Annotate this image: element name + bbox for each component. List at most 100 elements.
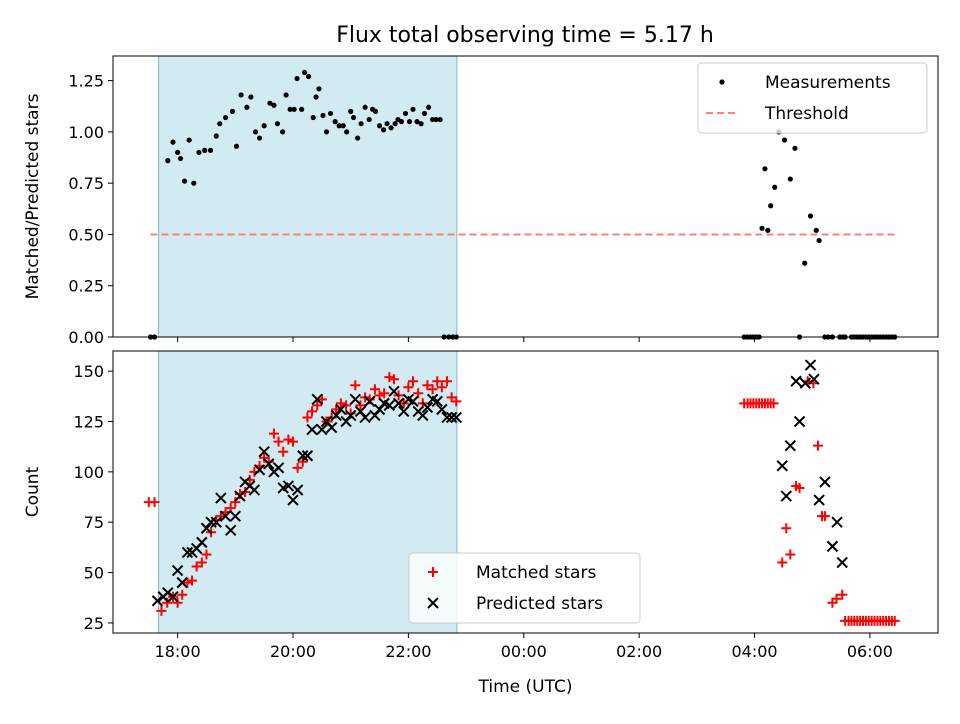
data-point [792,145,798,151]
data-point [369,409,381,422]
data-point [407,395,419,408]
data-point [167,591,179,603]
y-tick-label: 0.00 [68,328,104,347]
x-tick-label: 00:00 [501,642,547,661]
data-point [312,400,323,411]
data-point [340,123,346,129]
data-point [813,440,823,451]
data-point [288,436,298,447]
data-point [176,576,188,589]
data-point [256,135,263,141]
data-point [406,119,413,125]
data-point [305,73,312,80]
data-point [291,484,304,496]
data-point [272,462,285,474]
legend-label: Predicted stars [476,594,603,614]
data-point [292,462,303,473]
chart-title: Flux total observing time = 5.17 h [336,23,714,48]
data-point [364,395,376,408]
data-point [349,393,362,406]
data-point [383,399,396,412]
y-tick-label: 0.25 [68,277,104,296]
data-point [294,75,300,82]
data-point [344,409,357,422]
data-point [437,116,443,123]
data-point [181,178,188,184]
data-point [244,104,250,110]
data-point [787,176,793,182]
data-point [408,376,418,387]
data-point [780,490,792,502]
data-point [320,112,326,119]
data-point [186,137,192,143]
data-point [191,561,202,572]
data-point [450,411,462,424]
data-point [248,484,261,496]
legend: Measurements Threshold [697,62,928,134]
y-axis-label: Count [23,466,43,517]
observing-span [158,55,458,338]
data-point [170,139,176,145]
data-point [253,464,266,476]
y-tick-label: 125 [73,413,104,432]
data-point [836,556,848,569]
data-point [794,482,805,493]
legend: Matched stars Predicted stars [408,552,641,624]
data-point [379,388,390,399]
data-point [831,593,842,604]
data-point [149,497,160,508]
data-point [252,129,259,135]
data-point [807,213,814,219]
data-point [335,398,346,409]
axes-frame [112,350,939,634]
data-point [819,476,831,488]
x-tick-label: 02:00 [616,642,662,661]
data-point [151,595,164,607]
data-point [759,225,765,231]
data-point [831,516,843,528]
data-point [417,409,429,422]
data-point [816,237,822,244]
data-point [313,94,319,100]
data-point [421,110,428,117]
x-tick-label: 04:00 [731,642,777,661]
data-point [263,458,275,470]
data-point [388,385,400,397]
x-tick-label: 22:00 [385,642,431,661]
data-point [765,227,771,233]
data-point [210,516,222,528]
y-tick-label: 0.75 [68,174,104,193]
y-tick-label: 150 [73,362,104,381]
data-point [238,92,244,98]
data-point [282,480,295,492]
data-point [224,524,237,536]
data-point [380,127,387,133]
data-point [362,104,368,110]
data-point [291,106,297,112]
data-point [280,129,286,135]
data-point [196,149,202,156]
data-point [316,423,328,436]
data-point [217,121,223,127]
data-point [258,446,270,458]
data-point [781,137,788,143]
data-point [332,119,338,125]
data-point [201,549,212,560]
data-point [299,106,305,112]
data-point [340,415,352,428]
data-point [819,511,830,522]
data-point [234,490,246,502]
series-predicted-stars [151,359,848,607]
data-point [268,428,279,439]
data-point [325,421,338,434]
data-point [219,510,232,522]
data-point [248,94,254,100]
data-point [398,405,410,418]
axes-frame [112,55,939,338]
x-tick-label: 18:00 [155,642,201,661]
data-point [410,106,416,112]
data-point [826,540,839,553]
data-point [804,359,817,371]
data-point [436,403,448,416]
